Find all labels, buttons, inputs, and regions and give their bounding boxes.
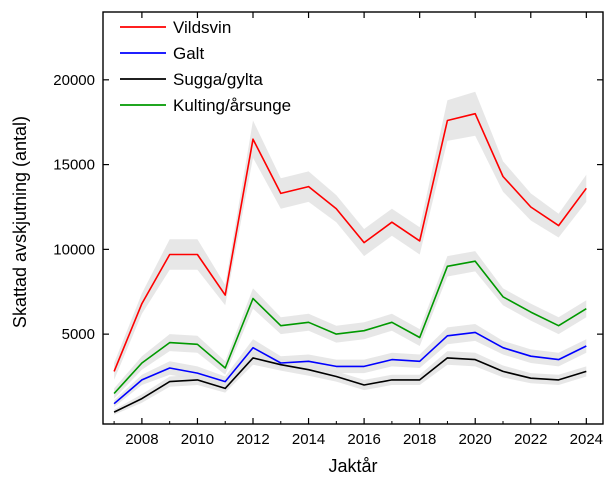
- x-tick-label: 2024: [570, 431, 603, 448]
- confidence-bands: [114, 91, 587, 415]
- legend-label-0: Vildsvin: [173, 18, 231, 37]
- x-tick-label: 2010: [181, 431, 214, 448]
- legend-label-2: Sugga/gylta: [173, 70, 263, 89]
- x-tick-label: 2016: [347, 431, 380, 448]
- y-tick-label: 20000: [53, 72, 95, 89]
- legend: Vildsvin Galt Sugga/gylta Kulting/årsunge: [120, 18, 291, 115]
- y-axis-ticks: 5000 10000 15000 20000: [53, 72, 603, 343]
- series-line-2: [113, 357, 587, 413]
- legend-label-3: Kulting/årsunge: [173, 96, 291, 115]
- x-tick-label: 2018: [403, 431, 436, 448]
- x-tick-label: 2012: [236, 431, 269, 448]
- band-2: [114, 351, 587, 415]
- y-tick-label: 5000: [62, 326, 95, 343]
- y-tick-label: 10000: [53, 241, 95, 258]
- band-1: [114, 324, 587, 407]
- y-tick-label: 15000: [53, 157, 95, 174]
- legend-label-1: Galt: [173, 44, 204, 63]
- band-3: [114, 251, 587, 399]
- x-tick-label: 2022: [514, 431, 547, 448]
- series-line-0: [113, 112, 587, 372]
- series-line-1: [113, 331, 587, 405]
- x-tick-label: 2008: [125, 431, 158, 448]
- x-axis-ticks: 2008 2010 2012 2014 2016 2018 2020 2022 2024: [113, 12, 603, 448]
- x-tick-label: 2020: [459, 431, 492, 448]
- y-axis-title: Skattad avskjutning (antal): [10, 116, 30, 328]
- x-axis-title: Jaktår: [328, 456, 377, 476]
- series-line-3: [113, 260, 587, 395]
- band-0: [114, 91, 587, 380]
- plot-frame: [102, 11, 604, 425]
- series-lines: [113, 112, 587, 413]
- x-tick-label: 2014: [292, 431, 325, 448]
